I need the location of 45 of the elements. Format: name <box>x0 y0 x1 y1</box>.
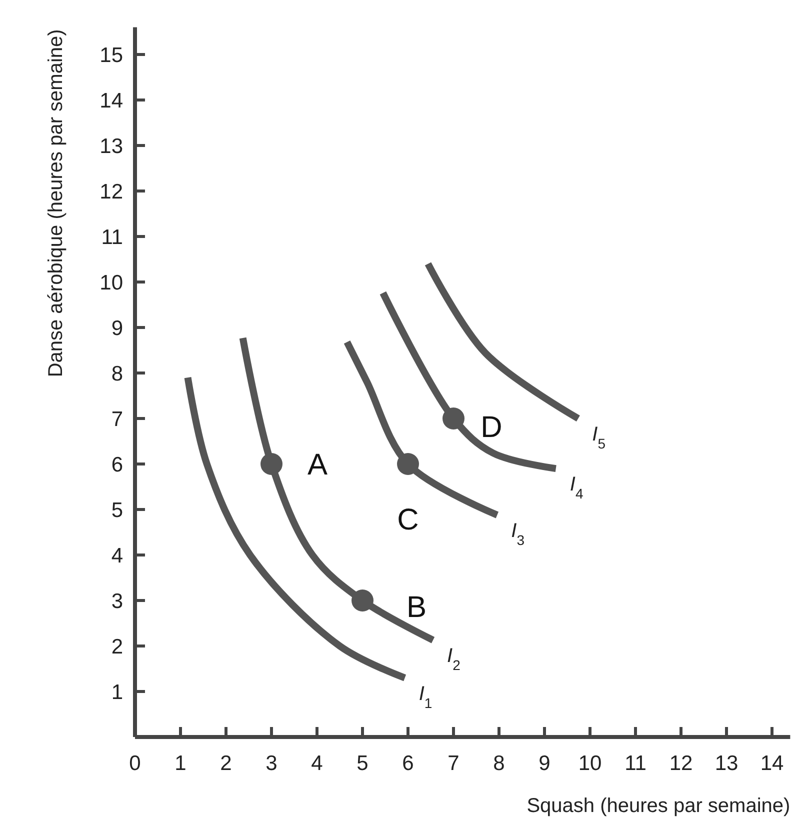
y-tick-label: 13 <box>100 134 123 158</box>
x-tick-label: 8 <box>493 752 505 775</box>
x-axis-title: Squash (heures par semaine) <box>526 795 790 817</box>
x-tick-label: 4 <box>311 752 324 775</box>
y-tick-label: 5 <box>111 498 123 522</box>
y-tick-label: 14 <box>100 89 124 112</box>
x-tick-label: 10 <box>578 752 602 775</box>
y-axis-title: Danse aérobique (heures par semaine) <box>45 29 67 378</box>
x-tick-label: 5 <box>356 752 368 775</box>
point <box>442 408 464 430</box>
x-tick-label: 7 <box>448 752 460 775</box>
point <box>260 453 282 475</box>
y-tick-label: 10 <box>100 271 123 294</box>
annotation: B <box>406 591 427 624</box>
series-label: I$_{2}$ <box>447 645 461 674</box>
series-label: I$_{4}$ <box>570 474 584 502</box>
y-tick-label: 1 <box>111 680 123 704</box>
point <box>352 590 374 612</box>
y-tick-label: 6 <box>111 453 123 476</box>
x-tick-label: 14 <box>760 752 784 775</box>
x-tick-label: 11 <box>624 752 646 775</box>
x-tick-label: 6 <box>402 752 414 775</box>
y-tick-label: 11 <box>101 226 123 249</box>
y-tick-label: 4 <box>111 544 124 568</box>
series-label: I$_{1}$ <box>418 682 432 711</box>
x-tick-label: 1 <box>174 752 186 775</box>
annotation: D <box>480 411 502 444</box>
y-tick-label: 12 <box>100 180 123 204</box>
x-tick-label: 12 <box>669 752 693 775</box>
y-tick-label: 2 <box>111 635 123 658</box>
series-label: I$_{3}$ <box>511 520 525 548</box>
x-tick-label: 9 <box>538 752 550 775</box>
x-tick-label: 13 <box>714 752 738 775</box>
y-tick-label: 15 <box>100 44 123 67</box>
series-label: I$_{5}$ <box>592 424 606 452</box>
y-tick-label: 3 <box>111 590 123 613</box>
annotation: A <box>307 448 328 482</box>
annotation: C <box>397 504 419 536</box>
x-tick-label: 0 <box>129 752 141 775</box>
y-tick-label: 7 <box>111 408 123 431</box>
x-tick-label: 2 <box>220 752 232 775</box>
y-tick-label: 8 <box>111 362 123 386</box>
x-tick-label: 3 <box>266 752 278 775</box>
y-tick-label: 9 <box>111 316 123 340</box>
point <box>397 453 419 475</box>
